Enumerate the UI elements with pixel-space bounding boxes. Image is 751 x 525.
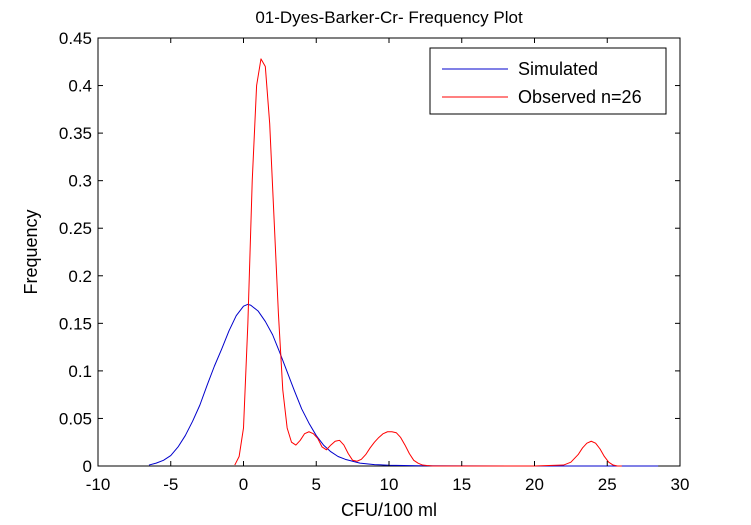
legend: Simulated Observed n=26 [429,47,667,115]
y-axis: 0 0.05 0.1 0.15 0.2 0.25 0.3 0.35 0.4 0.45 [59,29,680,476]
y-axis-label: Frequency [21,209,41,294]
series-line-observed [234,58,622,467]
legend-label-simulated: Simulated [518,59,598,79]
y-tick-label: 0.35 [59,124,92,143]
x-tick-label: -5 [163,475,178,494]
series-line-simulated [148,303,659,467]
x-axis-label: CFU/100 ml [341,500,437,520]
x-tick-label: 25 [598,475,617,494]
x-tick-label: 15 [452,475,471,494]
legend-box [429,47,667,115]
y-tick-label: 0.45 [59,29,92,48]
x-tick-label: -10 [86,475,111,494]
series-layer [148,58,659,467]
x-tick-label: 20 [525,475,544,494]
x-tick-label: 30 [671,475,690,494]
y-tick-label: 0.15 [59,314,92,333]
y-tick-label: 0.25 [59,219,92,238]
legend-label-observed: Observed n=26 [518,87,642,107]
y-tick-label: 0.3 [68,172,92,191]
y-tick-label: 0.2 [68,267,92,286]
y-tick-label: 0 [83,457,92,476]
x-tick-label: 5 [312,475,321,494]
chart-title: 01-Dyes-Barker-Cr- Frequency Plot [255,8,523,27]
x-axis: -10 -5 0 5 10 15 20 25 30 [86,38,690,494]
y-tick-label: 0.1 [68,362,92,381]
x-tick-label: 0 [239,475,248,494]
y-tick-label: 0.05 [59,409,92,428]
x-tick-label: 10 [380,475,399,494]
y-tick-label: 0.4 [68,77,92,96]
